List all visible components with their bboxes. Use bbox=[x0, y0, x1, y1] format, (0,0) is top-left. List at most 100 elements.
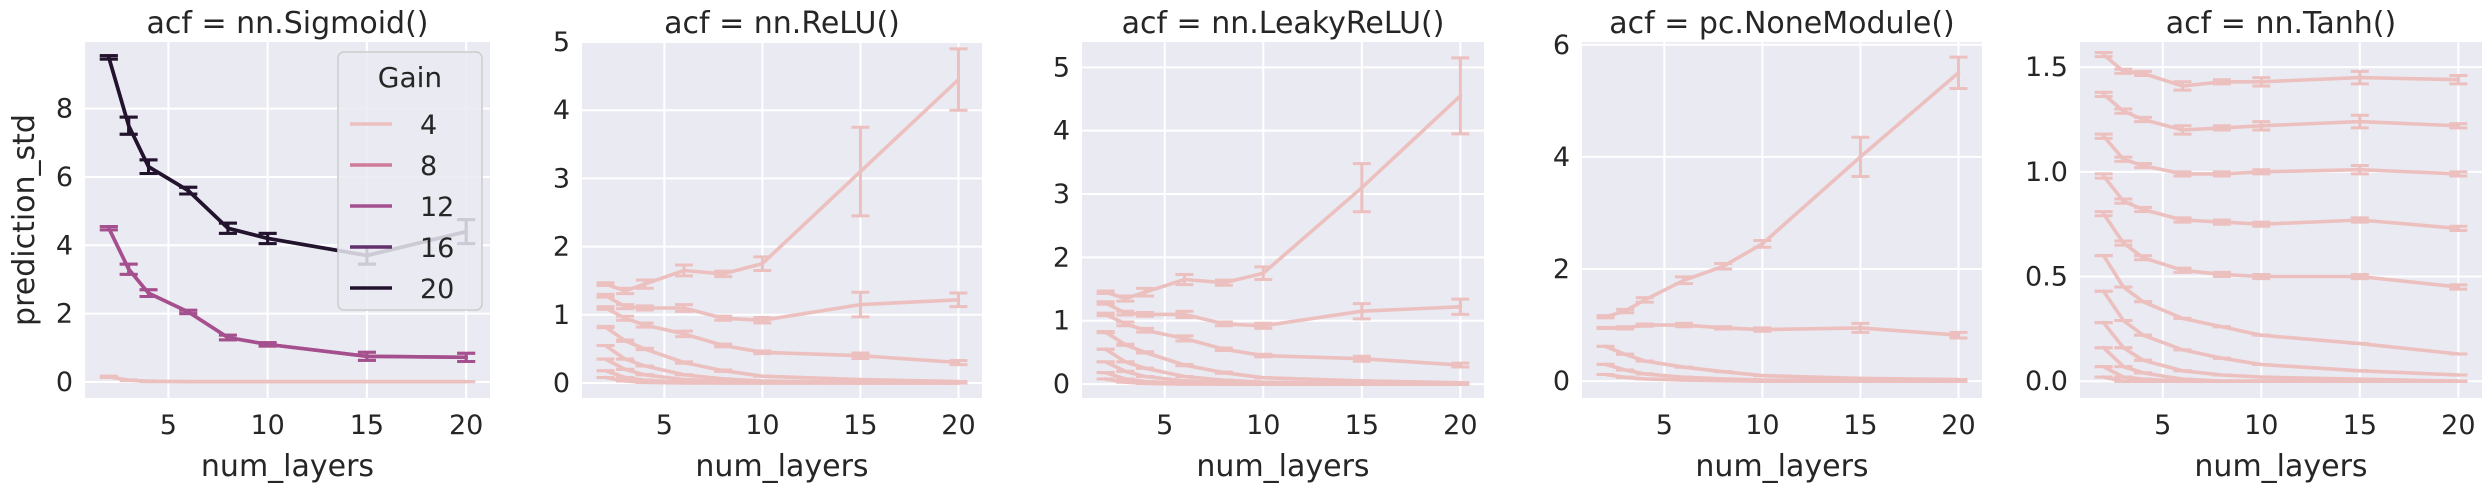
y-tick-label: 0.5 bbox=[2025, 262, 2068, 293]
x-tick-label: 10 bbox=[2244, 410, 2278, 441]
x-tick-label: 10 bbox=[1745, 410, 1779, 441]
error-bar bbox=[1175, 334, 1194, 343]
y-axis-label: prediction_std bbox=[7, 114, 42, 326]
series-line bbox=[1103, 301, 1463, 328]
y-tick-label: 2 bbox=[1553, 254, 1570, 285]
error-bar bbox=[2134, 69, 2153, 78]
legend-label: 20 bbox=[420, 274, 454, 305]
error-bar bbox=[1175, 272, 1194, 287]
error-bar bbox=[1851, 135, 1870, 179]
error-bar bbox=[2173, 266, 2192, 274]
series bbox=[2094, 90, 2468, 136]
error-bar bbox=[1451, 56, 1470, 136]
error-bar bbox=[1596, 325, 1615, 330]
error-bar bbox=[1254, 352, 1273, 359]
plot-background bbox=[582, 42, 982, 398]
y-tick-label: 5 bbox=[1053, 52, 1070, 83]
legend-entry: 4 bbox=[350, 110, 437, 141]
x-tick-label: 20 bbox=[449, 410, 483, 441]
series-line bbox=[603, 293, 961, 323]
error-bar bbox=[1175, 362, 1194, 368]
error-bar bbox=[1096, 311, 1115, 318]
x-tick-label: 15 bbox=[843, 410, 877, 441]
error-bar bbox=[2212, 78, 2231, 86]
plot-background bbox=[1082, 42, 1484, 398]
error-bar bbox=[2350, 216, 2369, 224]
series bbox=[2094, 375, 2468, 384]
error-bar bbox=[1214, 370, 1233, 375]
error-bar bbox=[258, 341, 277, 348]
series bbox=[596, 290, 968, 325]
error-bar bbox=[1116, 320, 1135, 328]
error-bar bbox=[2173, 170, 2192, 178]
chart-panel: 5 10 15 20 0 2 4 6 acf = pc.NoneModule() num_laye… bbox=[1553, 6, 1982, 484]
error-bar bbox=[2114, 197, 2133, 205]
y-tick-label: 6 bbox=[1553, 30, 1570, 61]
error-bar bbox=[1616, 325, 1635, 331]
error-bar bbox=[357, 350, 376, 362]
error-bar bbox=[1714, 261, 1733, 271]
error-bar bbox=[2094, 210, 2113, 218]
error-bar bbox=[1116, 309, 1135, 317]
error-bar bbox=[851, 125, 870, 218]
error-bar bbox=[616, 303, 635, 311]
chart-title: acf = nn.Sigmoid() bbox=[147, 6, 429, 41]
series bbox=[2094, 172, 2468, 232]
error-bar bbox=[2449, 122, 2468, 130]
error-bar bbox=[2173, 80, 2192, 92]
error-bar bbox=[2212, 270, 2231, 279]
series bbox=[596, 324, 968, 384]
series bbox=[99, 374, 476, 384]
error-bar bbox=[139, 158, 158, 176]
x-tick-label: 20 bbox=[1443, 410, 1477, 441]
x-tick-label: 10 bbox=[250, 410, 284, 441]
series bbox=[1596, 321, 1968, 340]
y-tick-label: 3 bbox=[553, 163, 570, 194]
error-bar bbox=[596, 281, 615, 287]
error-bar bbox=[2094, 132, 2113, 140]
error-bar bbox=[1254, 321, 1273, 330]
error-bar bbox=[753, 255, 772, 272]
chart-title: acf = nn.Tanh() bbox=[2166, 6, 2396, 41]
error-bar bbox=[2134, 161, 2153, 170]
chart-panel: 5 10 15 20 0 1 2 3 4 5 acf = nn.ReLU() num_layers bbox=[553, 6, 982, 484]
error-bar bbox=[2252, 272, 2271, 281]
error-bar bbox=[218, 333, 237, 342]
error-bar bbox=[2212, 124, 2231, 132]
error-bar bbox=[1254, 265, 1273, 282]
error-bar bbox=[1352, 354, 1371, 363]
series-line bbox=[2101, 289, 2461, 377]
x-tick-label: 20 bbox=[1941, 410, 1975, 441]
error-bar bbox=[2350, 164, 2369, 176]
error-bar bbox=[457, 351, 476, 363]
error-bar bbox=[1214, 346, 1233, 352]
error-bar bbox=[1714, 325, 1733, 331]
x-tick-label: 15 bbox=[350, 410, 384, 441]
series bbox=[1096, 56, 1470, 303]
y-tick-label: 4 bbox=[1553, 142, 1570, 173]
error-bar bbox=[1214, 320, 1233, 328]
error-bar bbox=[674, 360, 693, 365]
y-tick-label: 0 bbox=[1553, 366, 1570, 397]
error-bar bbox=[1214, 278, 1233, 287]
error-bar bbox=[1949, 55, 1968, 91]
error-bar bbox=[714, 342, 733, 349]
series bbox=[2094, 210, 2468, 291]
error-bar bbox=[1635, 322, 1654, 328]
x-axis-label: num_layers bbox=[695, 449, 868, 484]
y-tick-label: 0 bbox=[56, 367, 73, 398]
error-bar bbox=[2350, 272, 2369, 281]
legend-entry: 20 bbox=[350, 274, 454, 305]
chart-title: acf = nn.LeakyReLU() bbox=[1122, 6, 1445, 41]
series bbox=[1096, 377, 1470, 386]
error-bar bbox=[596, 292, 615, 299]
error-bar bbox=[635, 346, 654, 352]
error-bar bbox=[2449, 170, 2468, 178]
y-tick-label: 4 bbox=[1053, 116, 1070, 147]
legend-label: 8 bbox=[420, 151, 437, 182]
error-bar bbox=[99, 54, 118, 61]
error-bar bbox=[1352, 302, 1371, 321]
error-bar bbox=[1616, 307, 1635, 315]
x-tick-label: 15 bbox=[1843, 410, 1877, 441]
x-tick-label: 15 bbox=[1345, 410, 1379, 441]
